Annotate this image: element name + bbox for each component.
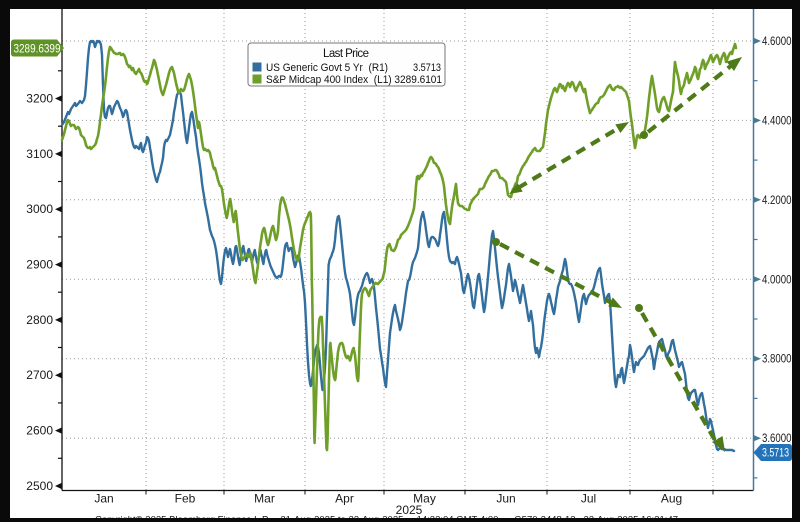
svg-text:3.8000: 3.8000 bbox=[762, 354, 792, 366]
svg-text:Mar: Mar bbox=[254, 492, 275, 506]
svg-text:3.5713: 3.5713 bbox=[413, 62, 441, 74]
svg-text:3000: 3000 bbox=[26, 202, 53, 216]
svg-text:S&P Midcap 400 Index (L1) 328: S&P Midcap 400 Index (L1) 3289.6101 bbox=[266, 74, 442, 86]
svg-text:Last Price: Last Price bbox=[323, 48, 369, 60]
svg-text:2025: 2025 bbox=[396, 503, 423, 517]
svg-text:Jun: Jun bbox=[496, 492, 515, 506]
svg-text:Jul: Jul bbox=[581, 492, 596, 506]
svg-text:Feb: Feb bbox=[175, 492, 196, 506]
svg-text:3100: 3100 bbox=[26, 147, 53, 161]
svg-text:Jan: Jan bbox=[94, 492, 113, 506]
svg-text:Aug: Aug bbox=[661, 492, 682, 506]
svg-text:Apr: Apr bbox=[335, 492, 354, 506]
svg-text:2800: 2800 bbox=[26, 313, 53, 327]
svg-text:2900: 2900 bbox=[26, 258, 53, 272]
svg-text:4.6000: 4.6000 bbox=[762, 36, 792, 48]
svg-text:4.2000: 4.2000 bbox=[762, 195, 792, 207]
svg-text:2700: 2700 bbox=[26, 368, 53, 382]
svg-text:May: May bbox=[413, 492, 436, 506]
svg-text:3200: 3200 bbox=[26, 92, 53, 106]
svg-text:3289.6399: 3289.6399 bbox=[14, 44, 61, 56]
svg-text:2600: 2600 bbox=[26, 424, 53, 438]
svg-text:3.6000: 3.6000 bbox=[762, 433, 792, 445]
svg-text:4.4000: 4.4000 bbox=[762, 115, 792, 127]
svg-text:3.5713: 3.5713 bbox=[762, 448, 789, 460]
svg-text:2500: 2500 bbox=[26, 479, 53, 493]
svg-text:US Generic Govt 5 Yr (R1): US Generic Govt 5 Yr (R1) bbox=[266, 62, 388, 74]
svg-text:4.0000: 4.0000 bbox=[762, 274, 792, 286]
